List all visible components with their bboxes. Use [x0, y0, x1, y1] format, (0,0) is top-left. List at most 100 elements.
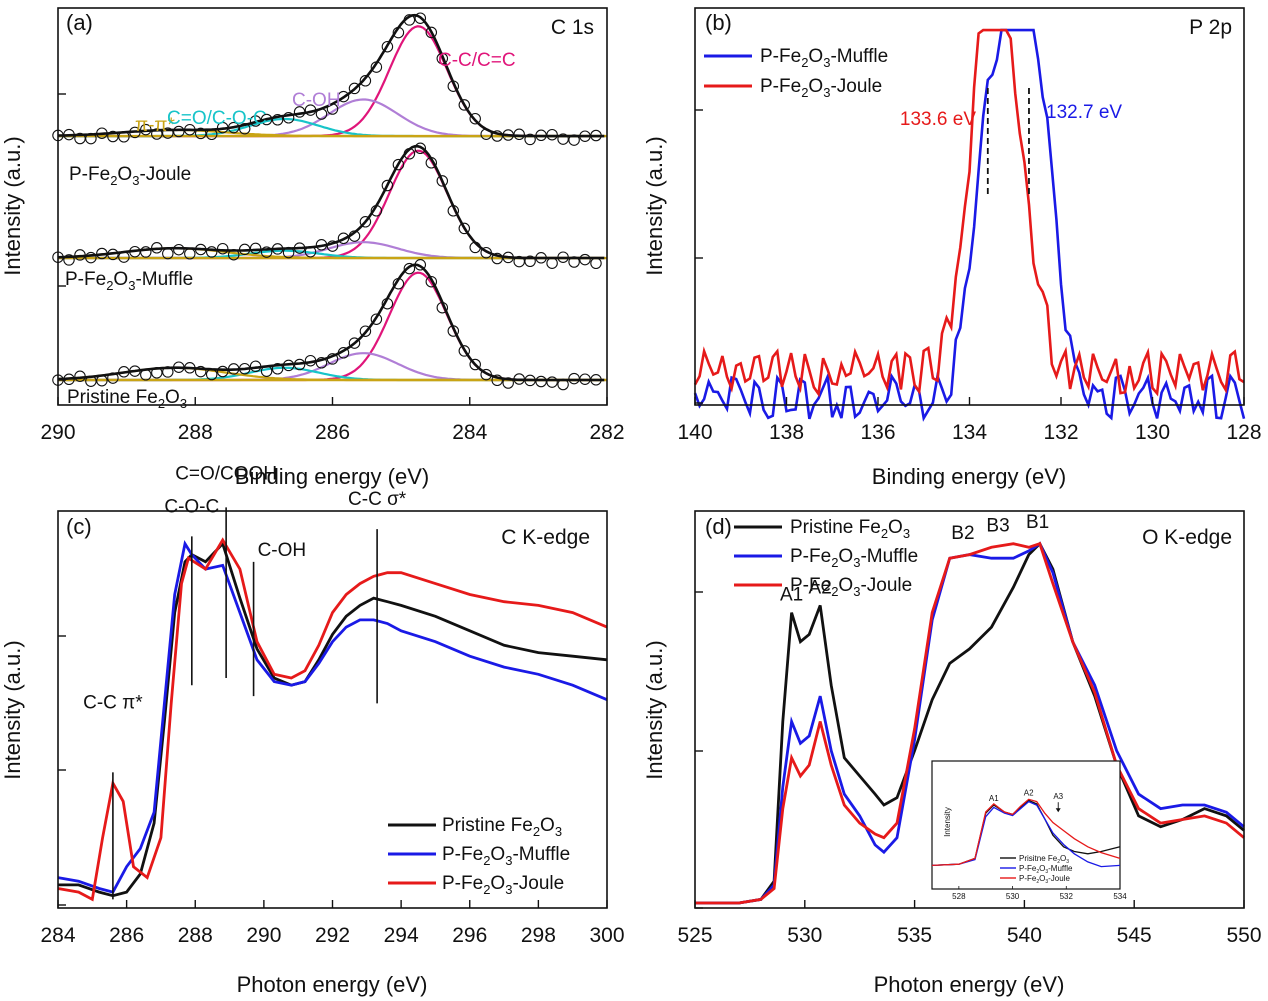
data-point	[513, 128, 525, 141]
data-point	[414, 142, 427, 155]
peak-label: B3	[986, 516, 1009, 537]
data-point	[271, 114, 284, 126]
inset-plot: A1 A2 A3	[931, 788, 1121, 868]
data-point	[381, 40, 394, 53]
panel-c-label: (c)	[66, 514, 92, 539]
inset-y-axis-label: Intensity	[943, 807, 952, 837]
feature-marker-label: C-C π*	[83, 692, 143, 713]
x-tick-label: 286	[109, 924, 144, 947]
data-point	[151, 128, 163, 140]
data-point	[546, 128, 558, 141]
data-point	[205, 246, 218, 258]
panel-b-x-ticks: 140 138 136 134 132 130 128	[677, 109, 1262, 444]
x-tick-label: 300	[589, 924, 624, 947]
data-point	[524, 133, 536, 146]
peak-label: B2	[951, 523, 974, 544]
x-tick-label: 298	[521, 924, 556, 947]
data-point	[491, 130, 503, 142]
panel-a: 290 288 286 284 282 (a) C 1s Binding energy …	[0, 7, 625, 489]
panel-d-plot: A1 A2 B2 B3 B1	[695, 512, 1245, 905]
fit-envelope	[57, 13, 605, 138]
panel-a-corner-label: C 1s	[551, 16, 594, 39]
panel-d-inset: A1 A2 A3 528 530 532 534 Intensity Prisitne F…	[931, 760, 1127, 901]
data-point	[524, 255, 536, 268]
fit-envelope	[57, 144, 605, 260]
x-tick-label: 136	[860, 421, 895, 444]
feature-marker-label: C-O-C	[164, 496, 219, 517]
panel-a-peak-coh: C-OH	[292, 90, 341, 111]
panel-a-spectrum-label-pristine: Pristine Fe2O3	[67, 387, 187, 411]
panel-d-label: (d)	[705, 514, 732, 539]
panel-a-spectrum-label-muffle: P-Fe2O3-Muffle	[65, 269, 193, 293]
data-point	[502, 377, 514, 389]
x-tick-label: 290	[40, 421, 75, 444]
data-point	[326, 240, 339, 252]
x-tick-label: 540	[1007, 924, 1042, 947]
data-point	[546, 376, 558, 388]
panel-b-legend-label-muffle: P-Fe2O3-Muffle	[760, 46, 888, 70]
x-tick-label: 550	[1226, 924, 1261, 947]
data-point	[337, 232, 350, 245]
data-point	[392, 158, 405, 171]
data-point	[348, 82, 361, 95]
peak-label: B1	[1026, 512, 1049, 533]
series-line-muffle	[57, 539, 608, 894]
x-tick-label: 288	[178, 421, 213, 444]
x-tick-label: 140	[677, 421, 712, 444]
x-tick-label: 288	[178, 924, 213, 947]
x-tick-label: 128	[1226, 421, 1261, 444]
panel-c-y-axis-label: Intensity (a.u.)	[0, 640, 25, 779]
panel-a-peak-cc: C-C/C=C	[438, 50, 516, 71]
panel-d-legend-label-joule: P-Fe2O3-Joule	[790, 575, 912, 599]
data-point	[425, 275, 438, 288]
inset-legend-label-joule: P-Fe2O3-Joule	[1019, 874, 1070, 885]
panel-c-legend-label-pristine: Pristine Fe2O3	[442, 815, 562, 839]
data-point	[271, 363, 284, 375]
series-line-joule	[693, 28, 1245, 398]
series-line-joule	[57, 537, 608, 902]
inset-peak-label: A1	[989, 794, 999, 803]
panel-b-marker-label-joule: 133.6 eV	[900, 109, 976, 130]
inset-series-line-joule	[931, 798, 1121, 867]
data-point	[458, 99, 471, 111]
x-tick-label: 286	[315, 421, 350, 444]
panel-b-legend: P-Fe2O3-Muffle P-Fe2O3-Joule	[704, 46, 888, 100]
data-point	[63, 254, 75, 266]
data-point	[535, 375, 547, 388]
panel-a-x-ticks: 290 288 286 284 282	[40, 93, 625, 444]
panel-a-label: (a)	[66, 10, 93, 35]
data-point	[282, 112, 295, 124]
inset-legend-label-muffle: P-Fe2O3-Muffle	[1019, 864, 1073, 875]
inset-x-ticks: 528 530 532 534	[952, 886, 1127, 901]
data-point	[162, 127, 174, 139]
x-tick-label: 132	[1043, 421, 1078, 444]
panel-d-corner-label: O K-edge	[1142, 526, 1232, 549]
panel-c-legend-label-muffle: P-Fe2O3-Muffle	[442, 844, 570, 868]
peak-label: A2	[809, 577, 832, 598]
data-point	[425, 26, 438, 39]
inset-legend: Prisitne Fe2O3 P-Fe2O3-Muffle P-Fe2O3-Jo…	[1000, 854, 1073, 885]
panel-c-legend-label-joule: P-Fe2O3-Joule	[442, 873, 564, 897]
panel-d-x-ticks: 525 530 535 540 545 550	[677, 591, 1262, 947]
data-point	[107, 130, 119, 143]
data-point	[140, 246, 152, 258]
panel-b-corner-label: P 2p	[1189, 16, 1232, 39]
series-line-pristine	[58, 541, 608, 898]
data-point	[436, 175, 449, 187]
data-point	[381, 179, 394, 192]
panel-b-x-axis-label: Binding energy (eV)	[872, 464, 1066, 489]
panel-a-peak-pi-pi-star: π-π*	[135, 115, 176, 136]
panel-c-corner-label: C K-edge	[501, 526, 590, 549]
inset-peak-label: A2	[1024, 788, 1034, 797]
panel-b: 140 138 136 134 132 130 128 (b) P 2p Binding e…	[642, 7, 1262, 489]
data-point	[359, 216, 372, 228]
panel-d-frame	[694, 510, 1245, 909]
panel-d-y-axis-label: Intensity (a.u.)	[642, 640, 667, 779]
data-point	[260, 246, 273, 258]
panel-a-x-axis-label: Binding energy (eV)	[235, 464, 429, 489]
data-point	[491, 252, 503, 265]
x-tick-label: 138	[769, 421, 804, 444]
data-point	[194, 127, 207, 140]
